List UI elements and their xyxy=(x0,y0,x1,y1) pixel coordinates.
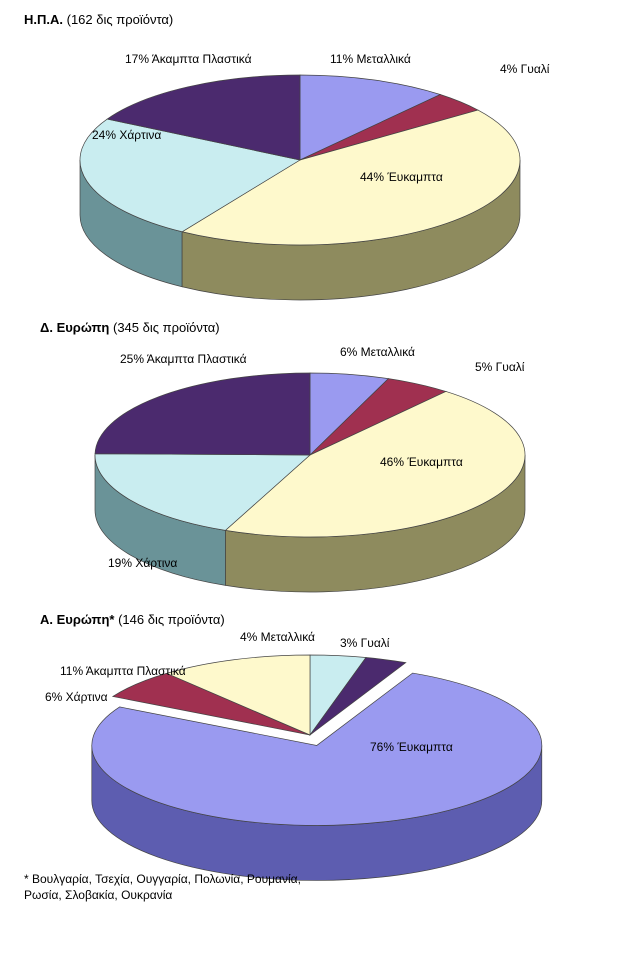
slice-label-eeurope-1: 3% Γυαλί xyxy=(340,636,389,650)
pie-chart-eeurope xyxy=(0,0,617,960)
footnote-line2: Ρωσία, Σλοβακία, Ουκρανία xyxy=(24,888,301,904)
footnote: * Βουλγαρία, Τσεχία, Ουγγαρία, Πολωνία, … xyxy=(24,872,301,903)
slice-label-eeurope-0: 4% Μεταλλικά xyxy=(240,630,315,644)
slice-label-eeurope-3: 6% Χάρτινα xyxy=(45,690,108,704)
slice-label-eeurope-2: 76% Έυκαμπτα xyxy=(370,740,453,754)
footnote-line1: * Βουλγαρία, Τσεχία, Ουγγαρία, Πολωνία, … xyxy=(24,872,301,888)
slice-label-eeurope-4: 11% Άκαμπτα Πλαστικά xyxy=(60,664,186,678)
page-root: Η.Π.Α. (162 δις προϊόντα)11% Μεταλλικά4%… xyxy=(0,0,617,960)
